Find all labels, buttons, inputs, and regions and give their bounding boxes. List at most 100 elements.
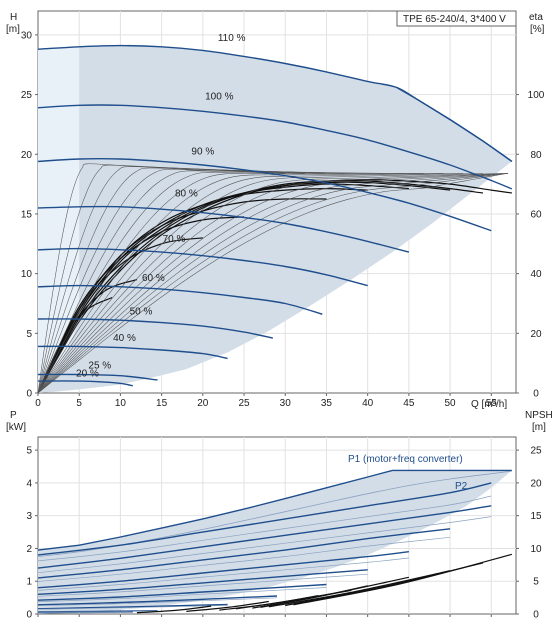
p1-envelope-curve <box>37 469 512 551</box>
npsh-curves <box>136 553 513 614</box>
head-axis-label-symbol: H <box>10 12 17 23</box>
npsh-curve <box>136 605 212 614</box>
head-x-tick-label: 30 <box>280 398 292 409</box>
thin-efficiency-isoline <box>37 173 508 394</box>
power-curve-secondary <box>37 495 492 562</box>
power-curve <box>37 505 492 569</box>
thin-efficiency-isolines <box>37 163 508 394</box>
npsh-y-tick-label: 15 <box>530 511 542 522</box>
npsh-axis-label-unit: [m] <box>532 422 546 433</box>
thin-efficiency-isoline <box>37 173 444 394</box>
head-y-tick-label: 5 <box>26 329 32 340</box>
power-curve-secondary <box>37 597 278 607</box>
eta-y-tick-label: 20 <box>530 329 542 340</box>
pump-title: TPE 65-240/4, 3*400 V <box>403 14 506 25</box>
speed-curve-label: 80 % <box>175 188 198 199</box>
head-x-tick-label: 55 <box>486 398 498 409</box>
npsh-y-tick-label: 10 <box>530 544 542 555</box>
speed-curve-label: 90 % <box>191 147 214 158</box>
head-x-tick-label: 0 <box>35 398 41 409</box>
thin-efficiency-isoline <box>37 171 404 394</box>
speed-curve <box>37 247 368 287</box>
speed-curve-label: 25 % <box>88 360 111 371</box>
speed-curve <box>37 205 410 253</box>
speed-curve-label: 60 % <box>142 273 165 284</box>
head-x-tick-label: 25 <box>238 398 250 409</box>
power-y-tick-label: 2 <box>26 544 32 555</box>
head-x-tick-label: 10 <box>115 398 127 409</box>
efficiency-curve <box>37 237 203 394</box>
thin-efficiency-isoline <box>37 170 385 394</box>
thin-efficiency-isoline <box>37 173 508 394</box>
head-x-tick-label: 35 <box>321 398 333 409</box>
eta-y-tick-label: 80 <box>530 150 542 161</box>
power-curve-secondary <box>37 536 451 582</box>
power-y-tick-label: 1 <box>26 577 32 588</box>
thin-efficiency-isoline <box>37 173 508 394</box>
head-axis-label-unit: [m] <box>6 24 20 35</box>
head-x-tick-label: 45 <box>403 398 415 409</box>
p1-series-label: P1 (motor+freq converter) <box>348 454 463 465</box>
npsh-curve <box>186 600 269 612</box>
eta-axis-label-unit: [%] <box>530 24 545 35</box>
head-x-tick-label: 20 <box>197 398 209 409</box>
head-x-tick-label: 15 <box>156 398 168 409</box>
eta-y-tick-label: 60 <box>530 209 542 220</box>
power-axis-label-unit: [kW] <box>6 422 26 433</box>
eta-y-tick-label: 0 <box>533 389 539 400</box>
flow-axis-label: Q [m³/h] <box>471 399 507 410</box>
head-y-tick-label: 25 <box>21 90 33 101</box>
head-x-tick-label: 40 <box>362 398 374 409</box>
max-speed-edge <box>396 86 513 162</box>
power-y-tick-label: 5 <box>26 446 32 457</box>
power-curve <box>37 569 368 595</box>
npsh-curve <box>260 576 410 608</box>
speed-labels: 110 % 100 % 90 % 80 % 70 % 60 % 50 % 40 % 25 %20… <box>76 33 246 379</box>
pump-title-box <box>396 10 517 27</box>
head-x-ticks: 0 5 10 15 20 25 30 35 40 45 50 55 <box>35 393 497 409</box>
npsh-y-tick-label: 25 <box>530 446 542 457</box>
power-curve <box>37 603 228 610</box>
thin-efficiency-isoline <box>37 173 484 394</box>
npsh-curve <box>293 553 513 606</box>
power-curve-secondary <box>37 587 327 602</box>
power-y-tick-label: 4 <box>26 478 32 489</box>
head-y-tick-label: 20 <box>21 150 33 161</box>
head-y-left-ticks: 0 5 10 15 20 25 30 <box>21 30 38 400</box>
power-y-tick-label: 3 <box>26 511 32 522</box>
head-y-tick-label: 0 <box>26 389 32 400</box>
speed-curve-label: 50 % <box>130 307 153 318</box>
speed-curve-label: 40 % <box>113 333 136 344</box>
efficiency-curve <box>37 216 245 394</box>
power-x-ticks <box>37 614 492 617</box>
speed-curve-label: 70 % <box>163 234 186 245</box>
speed-curve <box>37 380 133 387</box>
power-curve <box>37 551 409 589</box>
thin-efficiency-isoline <box>37 169 365 394</box>
efficiency-curve <box>37 279 138 394</box>
speed-curve <box>37 104 513 190</box>
power-curve <box>37 595 278 606</box>
head-speed-curves <box>37 44 513 387</box>
eta-y-tick-label: 100 <box>528 90 545 101</box>
p2-series-label: P2 <box>455 481 468 492</box>
npsh-curve <box>268 570 451 608</box>
head-left-highlight <box>38 46 80 394</box>
head-x-tick-label: 50 <box>445 398 457 409</box>
thin-efficiency-isoline <box>37 173 424 394</box>
speed-curve <box>37 345 228 360</box>
npsh-y-tick-label: 20 <box>530 478 542 489</box>
speed-curve-label: 20 % <box>76 369 99 380</box>
power-y-left-ticks: 0 1 2 3 4 5 <box>26 446 38 621</box>
power-curve-secondary <box>37 516 492 574</box>
power-curve <box>37 528 451 579</box>
eta-axis-label-symbol: eta <box>529 12 543 23</box>
head-x-tick-label: 5 <box>76 398 82 409</box>
npsh-y-tick-label: 0 <box>533 610 539 621</box>
speed-curve <box>37 318 274 339</box>
thin-efficiency-isoline <box>37 173 503 394</box>
head-y-tick-label: 15 <box>21 209 33 220</box>
speed-curve-label: 110 % <box>218 33 246 44</box>
head-operating-area <box>38 45 512 393</box>
